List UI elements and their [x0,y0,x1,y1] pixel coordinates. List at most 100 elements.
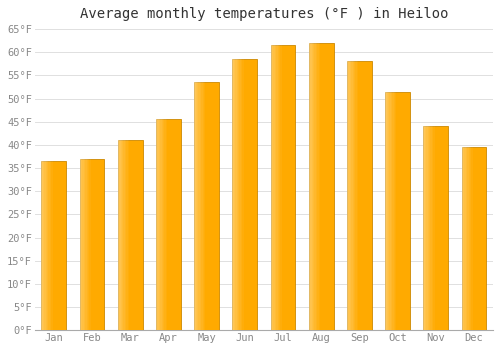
Bar [274,45,275,330]
Bar [118,140,142,330]
Bar [156,119,181,330]
Bar [48,161,50,330]
Bar [270,45,295,330]
Bar [279,45,280,330]
Bar [202,82,204,330]
Bar [80,159,81,330]
Bar [84,159,85,330]
Bar [385,92,386,330]
Bar [42,161,66,330]
Bar [316,43,317,330]
Bar [236,59,238,330]
Bar [470,147,472,330]
Bar [43,161,44,330]
Bar [46,161,47,330]
Bar [125,140,126,330]
Bar [428,126,429,330]
Bar [159,119,160,330]
Bar [356,62,358,330]
Bar [426,126,428,330]
Bar [85,159,86,330]
Bar [164,119,166,330]
Bar [81,159,82,330]
Bar [310,43,312,330]
Bar [197,82,198,330]
Bar [467,147,468,330]
Bar [352,62,354,330]
Bar [156,119,158,330]
Bar [433,126,434,330]
Bar [394,92,395,330]
Title: Average monthly temperatures (°F ) in Heiloo: Average monthly temperatures (°F ) in He… [80,7,448,21]
Bar [82,159,84,330]
Bar [232,59,234,330]
Bar [278,45,279,330]
Bar [347,62,372,330]
Bar [200,82,201,330]
Bar [160,119,162,330]
Bar [385,92,410,330]
Bar [128,140,129,330]
Bar [122,140,124,330]
Bar [390,92,392,330]
Bar [347,62,348,330]
Bar [276,45,278,330]
Bar [204,82,206,330]
Bar [468,147,470,330]
Bar [80,159,104,330]
Bar [463,147,464,330]
Bar [395,92,396,330]
Bar [126,140,128,330]
Bar [88,159,90,330]
Bar [432,126,433,330]
Bar [86,159,88,330]
Bar [194,82,196,330]
Bar [196,82,197,330]
Bar [424,126,448,330]
Bar [120,140,122,330]
Bar [424,126,426,330]
Bar [313,43,314,330]
Bar [354,62,356,330]
Bar [198,82,200,330]
Bar [163,119,164,330]
Bar [194,82,219,330]
Bar [309,43,334,330]
Bar [270,45,272,330]
Bar [162,119,163,330]
Bar [312,43,313,330]
Bar [430,126,432,330]
Bar [348,62,350,330]
Bar [118,140,119,330]
Bar [119,140,120,330]
Bar [462,147,486,330]
Bar [350,62,351,330]
Bar [42,161,43,330]
Bar [280,45,281,330]
Bar [272,45,274,330]
Bar [462,147,463,330]
Bar [90,159,91,330]
Bar [317,43,318,330]
Bar [50,161,51,330]
Bar [309,43,310,330]
Bar [234,59,235,330]
Bar [241,59,242,330]
Bar [51,161,52,330]
Bar [464,147,466,330]
Bar [314,43,316,330]
Bar [318,43,320,330]
Bar [235,59,236,330]
Bar [158,119,159,330]
Bar [351,62,352,330]
Bar [44,161,46,330]
Bar [201,82,202,330]
Bar [275,45,276,330]
Bar [386,92,388,330]
Bar [429,126,430,330]
Bar [466,147,467,330]
Bar [124,140,125,330]
Bar [166,119,167,330]
Bar [47,161,48,330]
Bar [242,59,244,330]
